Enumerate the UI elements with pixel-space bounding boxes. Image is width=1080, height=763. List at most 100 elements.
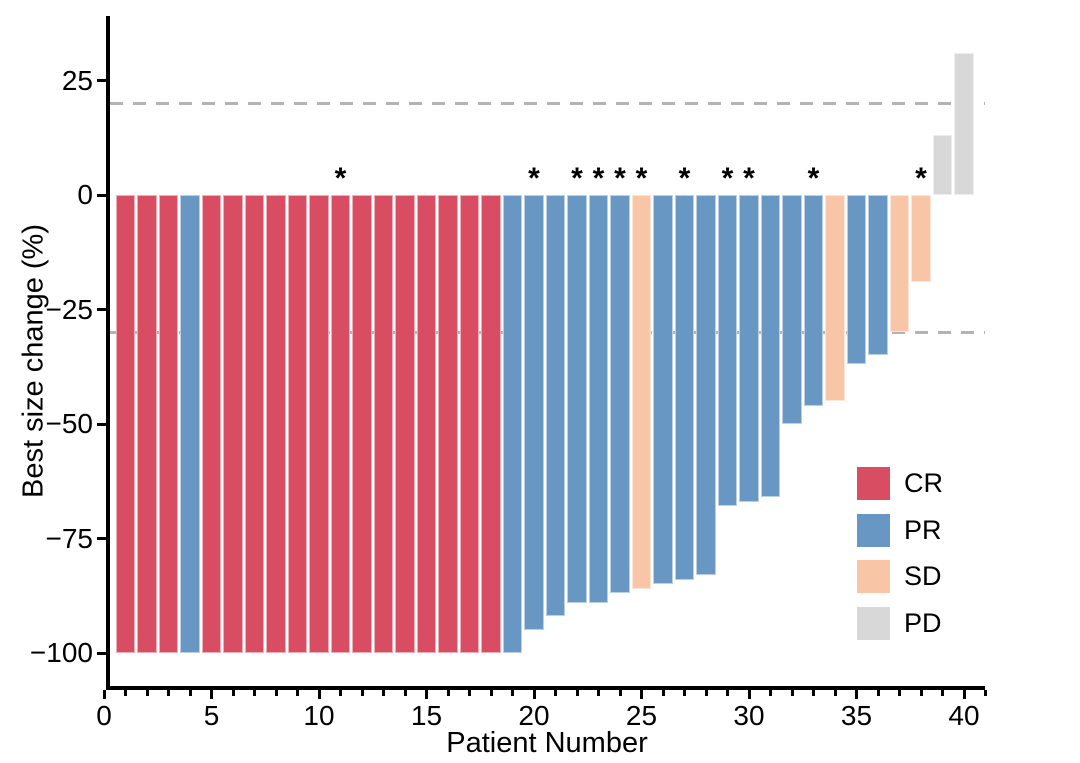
legend-item-SD: SD [857,560,942,594]
x-tick-label-40: 40 [948,700,980,731]
bar-patient-40-PD [954,53,974,195]
y-tick--25 [97,308,106,311]
x-minor-tick [145,690,149,696]
bar-patient-22-PR [567,195,587,603]
bar-patient-4-PR [180,195,200,653]
bar-patient-13-CR [373,195,394,653]
x-minor-tick [554,690,557,696]
x-tick-label-30: 30 [733,700,765,731]
x-minor-tick [382,690,385,696]
x-minor-tick [124,690,127,696]
x-minor-tick [726,690,729,696]
x-minor-tick [360,690,364,696]
y-tick-label--50: −50 [45,408,94,439]
x-minor-tick [489,690,493,696]
asterisk-patient-38: * [915,162,927,195]
bar-patient-8-CR [266,195,286,653]
x-minor-tick [446,690,450,696]
x-minor-tick [511,690,514,696]
x-minor-tick [188,690,192,696]
bar-patient-11-CR [330,195,351,653]
asterisk-patient-11: * [334,162,347,195]
bar-patient-2-CR [137,195,157,653]
x-major-tick [855,690,858,699]
asterisk-patient-27: * [678,162,691,195]
x-minor-tick [919,690,923,696]
y-tick--100 [97,651,106,655]
y-axis-line [106,16,110,690]
x-minor-tick [253,690,256,696]
bar-patient-19-PR [502,195,523,653]
x-tick-label-20: 20 [518,700,550,731]
x-major-tick [962,690,966,699]
x-minor-tick [339,690,342,696]
legend-swatch-PD [857,607,890,641]
asterisk-patient-25: * [635,162,648,195]
asterisk-patient-24: * [614,162,626,195]
x-minor-tick [274,690,278,696]
bar-patient-37-SD [889,195,910,333]
x-minor-tick [941,690,944,696]
x-tick-label-25: 25 [625,700,658,731]
y-tick--50 [97,422,106,426]
bar-patient-32-PR [782,195,802,424]
legend-label-SD: SD [904,561,942,592]
x-minor-tick [898,690,901,696]
x-major-tick [747,690,751,699]
bar-patient-30-PR [739,195,759,502]
bar-patient-31-PR [760,195,781,498]
bar-patient-5-CR [201,195,222,653]
y-tick-label-0: 0 [77,179,93,210]
bar-patient-25-SD [631,195,652,589]
bar-patient-1-CR [115,195,136,653]
y-tick--75 [97,537,106,540]
x-minor-tick [403,690,407,696]
bar-patient-18-CR [481,195,501,653]
legend-label-PD: PD [904,608,942,639]
x-minor-tick [704,690,708,696]
y-tick-label--100: −100 [29,637,93,668]
asterisk-patient-29: * [721,162,734,195]
legend-swatch-SD [857,560,890,594]
x-major-tick [425,690,428,699]
x-minor-tick [618,690,622,696]
legend-item-CR: CR [857,467,943,500]
asterisk-patient-20: * [528,162,540,195]
bar-patient-34-SD [825,195,845,402]
bar-patient-36-PR [868,195,888,356]
bar-patient-39-PD [932,135,953,195]
y-tick-label--25: −25 [45,293,94,325]
x-minor-tick [597,690,600,696]
legend-swatch-CR [857,467,890,500]
x-axis-title: Patient Number [446,727,648,759]
bar-patient-15-CR [416,195,437,653]
x-minor-tick [296,690,299,696]
x-tick-label-0: 0 [96,700,112,731]
x-minor-tick [876,690,880,696]
bar-patient-7-CR [244,195,265,653]
x-tick-label-15: 15 [410,700,443,731]
x-tick-label-10: 10 [303,700,335,731]
bar-patient-12-CR [352,195,372,653]
x-axis-line [106,686,985,690]
x-minor-tick [575,690,579,696]
bar-patient-24-PR [610,195,630,594]
x-tick-label-35: 35 [840,700,873,731]
x-major-tick [102,690,106,699]
bar-patient-23-PR [588,195,609,603]
bar-patient-3-CR [158,195,179,653]
x-major-tick [640,690,643,699]
x-minor-tick [468,690,471,696]
x-major-tick [317,690,321,699]
y-tick-0 [97,193,106,197]
asterisk-patient-33: * [807,162,820,195]
bar-patient-35-PR [846,195,867,365]
asterisk-patient-30: * [743,162,755,195]
x-minor-tick [833,690,837,696]
legend-item-PD: PD [857,607,942,641]
x-minor-tick [769,690,772,696]
bar-patient-26-PR [653,195,673,585]
bar-patient-20-PR [524,195,544,631]
bar-patient-27-PR [674,195,695,580]
